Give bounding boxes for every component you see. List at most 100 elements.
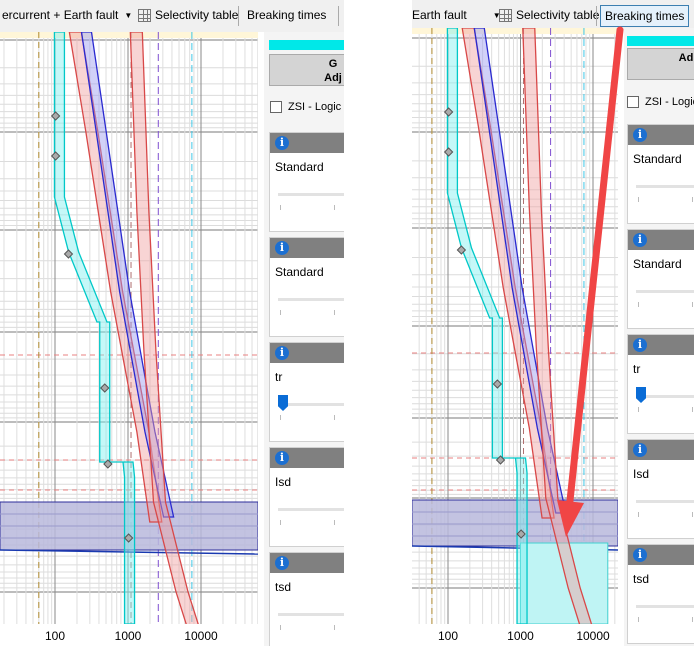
zsi-checkbox-row[interactable]: ZSI - Logic [627, 96, 694, 108]
setting-box-1: i Standard [269, 237, 344, 337]
chevron-down-icon: ▼ [492, 10, 501, 20]
general-adjust-button[interactable]: Ad [627, 48, 694, 80]
info-icon[interactable]: i [275, 346, 289, 360]
setting-point [443, 147, 454, 157]
breaking-times-button[interactable]: Breaking times [600, 5, 690, 27]
toolbar: Earth fault ▼ Selectivity table Breaking… [412, 0, 694, 30]
setting-box-header: i [628, 545, 694, 565]
setting-slider-track[interactable] [278, 403, 344, 406]
slider-tick [638, 407, 639, 412]
setting-box-2: i tr [269, 342, 344, 442]
setting-box-header: i [270, 448, 344, 468]
setting-box-4: i tsd [627, 544, 694, 644]
slider-thumb[interactable] [278, 395, 288, 411]
info-icon[interactable]: i [275, 241, 289, 255]
slider-tick [334, 310, 335, 315]
grid-icon [138, 8, 151, 22]
zsi-checkbox-row[interactable]: ZSI - Logic s [270, 101, 344, 113]
curve-type-dropdown[interactable]: ercurrent + Earth fault ▼ [2, 5, 132, 25]
grid-icon [499, 8, 512, 22]
info-icon[interactable]: i [633, 443, 647, 457]
setting-point [100, 383, 110, 393]
slider-tick [280, 310, 281, 315]
slider-tick [638, 617, 639, 622]
selectivity-band-edge [0, 549, 258, 555]
setting-slider-track[interactable] [278, 508, 344, 511]
slider-thumb[interactable] [636, 387, 646, 403]
setting-point [492, 379, 503, 389]
annotation-arrow-head [557, 500, 584, 537]
setting-label: Standard [633, 152, 682, 166]
left-screenshot-panel: ercurrent + Earth fault ▼ Selectivity ta… [0, 0, 344, 646]
setting-label: tsd [633, 572, 650, 586]
info-icon[interactable]: i [275, 136, 289, 150]
setting-slider-track[interactable] [636, 290, 694, 293]
x-tick-label: 10000 [184, 629, 218, 643]
slider-tick [334, 205, 335, 210]
setting-label: Standard [633, 257, 682, 271]
setting-slider-track[interactable] [278, 613, 344, 616]
slider-tick [280, 520, 281, 525]
info-icon[interactable]: i [633, 338, 647, 352]
setting-box-header: i [270, 553, 344, 573]
x-tick-label: 100 [438, 629, 458, 643]
info-icon[interactable]: i [275, 556, 289, 570]
setting-label: tsd [275, 580, 292, 594]
toolbar-separator [596, 6, 599, 26]
x-tick-label: 10000 [576, 629, 610, 643]
setting-slider-track[interactable] [636, 605, 694, 608]
toolbar-separator [338, 6, 341, 26]
setting-label: tr [275, 370, 283, 384]
breaking-times-button[interactable]: Breaking times [243, 5, 330, 25]
general-adjust-button[interactable]: G Adj [269, 54, 344, 86]
setting-box-4: i tsd [269, 552, 344, 646]
setting-box-header: i [628, 335, 694, 355]
setting-slider-track[interactable] [278, 298, 344, 301]
setting-point [63, 249, 74, 259]
x-axis-strip [412, 624, 618, 646]
setting-point [50, 151, 61, 161]
red-curve-upstream [129, 32, 206, 646]
toolbar: ercurrent + Earth fault ▼ Selectivity ta… [0, 0, 344, 32]
info-icon[interactable]: i [633, 128, 647, 142]
setting-box-1: i Standard [627, 229, 694, 329]
chevron-down-icon: ▼ [124, 10, 133, 20]
selectivity-table-button[interactable]: Selectivity table [134, 5, 242, 25]
info-icon[interactable]: i [275, 451, 289, 465]
right-screenshot-panel: Earth fault ▼ Selectivity table Breaking… [412, 0, 694, 646]
setting-slider-track[interactable] [636, 185, 694, 188]
info-icon[interactable]: i [633, 548, 647, 562]
x-tick-label: 1000 [115, 629, 142, 643]
curve-type-value: ercurrent + Earth fault [2, 8, 119, 22]
setting-box-0: i Standard [269, 132, 344, 232]
general-adjust-label-1: G [328, 58, 338, 70]
setting-slider-track[interactable] [636, 500, 694, 503]
slider-tick [638, 197, 639, 202]
setting-box-header: i [628, 230, 694, 250]
setting-point [50, 111, 61, 121]
blue-curve [80, 32, 175, 518]
zsi-label: ZSI - Logic [645, 96, 694, 108]
slider-tick [280, 625, 281, 630]
curve-type-dropdown[interactable]: Earth fault ▼ [412, 5, 501, 25]
chart-header-strip [412, 28, 618, 34]
breaking-times-label: Breaking times [247, 8, 327, 22]
selectivity-band [412, 499, 618, 547]
x-tick-label: 100 [45, 629, 65, 643]
annotation-arrow-shaft [565, 26, 624, 514]
settings-side-panel: G Adj ZSI - Logic s i Standard i Standard i t… [264, 32, 344, 646]
setting-slider-track[interactable] [278, 193, 344, 196]
setting-point [103, 459, 113, 469]
setting-box-header: i [628, 440, 694, 460]
time-current-chart: 100 1000 10000 [412, 28, 618, 646]
setting-slider-track[interactable] [636, 395, 694, 398]
selectivity-table-button[interactable]: Selectivity table [495, 5, 603, 25]
info-icon[interactable]: i [633, 233, 647, 247]
setting-point [443, 107, 454, 117]
slider-tick [692, 407, 693, 412]
zsi-checkbox[interactable] [270, 101, 282, 113]
zsi-checkbox[interactable] [627, 96, 639, 108]
slider-tick [692, 197, 693, 202]
setting-label: Standard [275, 160, 324, 174]
slider-tick [692, 617, 693, 622]
